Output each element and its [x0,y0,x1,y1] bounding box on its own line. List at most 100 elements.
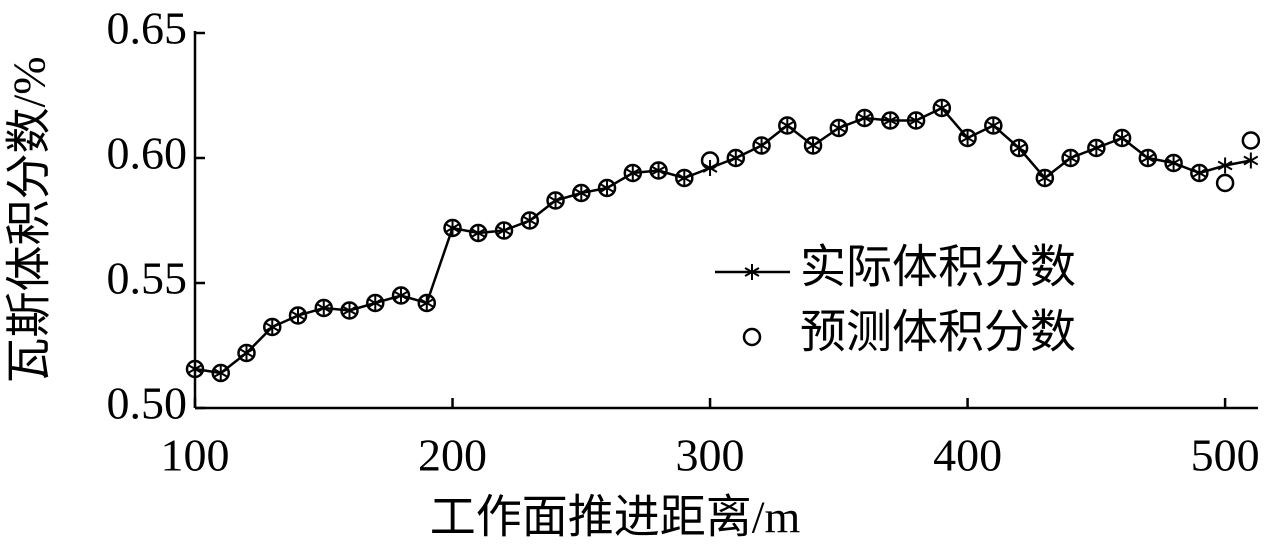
star-marker [599,180,615,196]
y-tick-label: 0.55 [107,253,188,304]
y-tick-label: 0.50 [107,378,188,429]
y-axis-label: 瓦斯体积分数/% [4,56,55,383]
legend-marker [744,264,760,280]
star-marker [857,110,872,126]
series-line [194,106,1252,375]
star-stroke [1140,153,1156,163]
circle-marker [778,116,797,135]
circle-marker [700,151,720,170]
circle-marker [752,136,771,155]
star-marker [805,137,821,154]
circle-marker [288,306,308,325]
circle-marker [1009,138,1029,158]
circle-marker [1138,148,1158,168]
star-stroke [1088,143,1104,153]
circle-marker [803,136,823,155]
star-stroke [779,120,795,131]
star-stroke [676,173,692,183]
star-marker [676,170,692,186]
circle-marker [391,286,411,305]
star-marker [213,365,229,381]
star-marker [908,112,924,129]
star-stroke [651,165,666,176]
star-stroke [573,188,589,198]
star-stroke [445,223,460,233]
x-tick-label: 400 [933,430,1002,481]
star-stroke [985,120,1001,131]
circle-marker [469,223,488,243]
star-stroke [754,140,769,151]
star-marker [625,165,641,181]
circle-marker [881,111,900,130]
circle-marker [520,211,540,230]
star-stroke [316,303,332,313]
star-stroke [187,364,203,374]
star-stroke [264,322,280,332]
star-stroke [1011,143,1027,153]
star-marker [239,345,254,361]
x-axis-label: 工作面推进距离/m [430,492,801,543]
star-marker [882,112,898,129]
x-tick-label: 100 [161,430,230,481]
legend-marker [742,327,762,347]
circle-marker [1190,163,1209,183]
star-marker [367,295,383,311]
legend-label: 预测体积分数 [800,307,1076,358]
x-tick-label: 200 [418,430,487,481]
star-marker [1037,170,1053,186]
star-stroke [1217,160,1233,171]
star-stroke [1166,158,1182,168]
star-marker [831,120,847,136]
circle-marker [623,163,643,183]
x-tick-label: 500 [1191,430,1260,481]
star-stroke [239,348,254,358]
circle-marker [675,168,694,188]
star-stroke [908,115,924,126]
star-marker [1166,155,1182,171]
circle-marker [649,161,668,180]
star-marker [316,300,332,316]
star-stroke [419,298,435,308]
legend-label: 实际体积分数 [800,242,1076,293]
star-marker [1217,157,1233,174]
star-stroke [1063,153,1079,163]
star-stroke [805,140,821,151]
circle-marker [1164,153,1183,173]
x-tick-label: 300 [676,430,745,481]
star-stroke [1114,133,1130,143]
circle-marker [494,221,514,240]
circle-marker [185,359,205,379]
star-marker [1088,140,1104,156]
circle-marker [1112,128,1132,148]
star-marker [1063,150,1079,166]
circle-marker [855,108,874,128]
circle-marker [906,111,926,130]
star-marker [264,319,280,335]
star-stroke [367,298,383,308]
star-stroke [213,368,229,378]
circle-marker [1035,168,1055,188]
circle-marker [1087,138,1106,158]
star-stroke [831,123,847,133]
star-marker [1114,130,1130,146]
circle-marker [314,298,334,318]
circle-marker [572,183,591,203]
star-stroke [342,305,357,316]
star-marker [419,295,435,311]
circle-marker [211,363,231,383]
star-marker [522,212,538,229]
star-marker [187,361,203,377]
star-marker [548,192,563,209]
star-marker [1140,150,1156,166]
circle-marker [932,98,952,118]
star-marker [754,137,769,154]
star-marker [934,100,950,116]
star-marker [1191,165,1207,181]
star-marker [496,222,512,239]
circle-marker [958,128,977,148]
star-marker [728,150,744,166]
star-marker [1011,140,1027,156]
star-stroke [1037,173,1053,183]
star-marker [393,287,409,304]
